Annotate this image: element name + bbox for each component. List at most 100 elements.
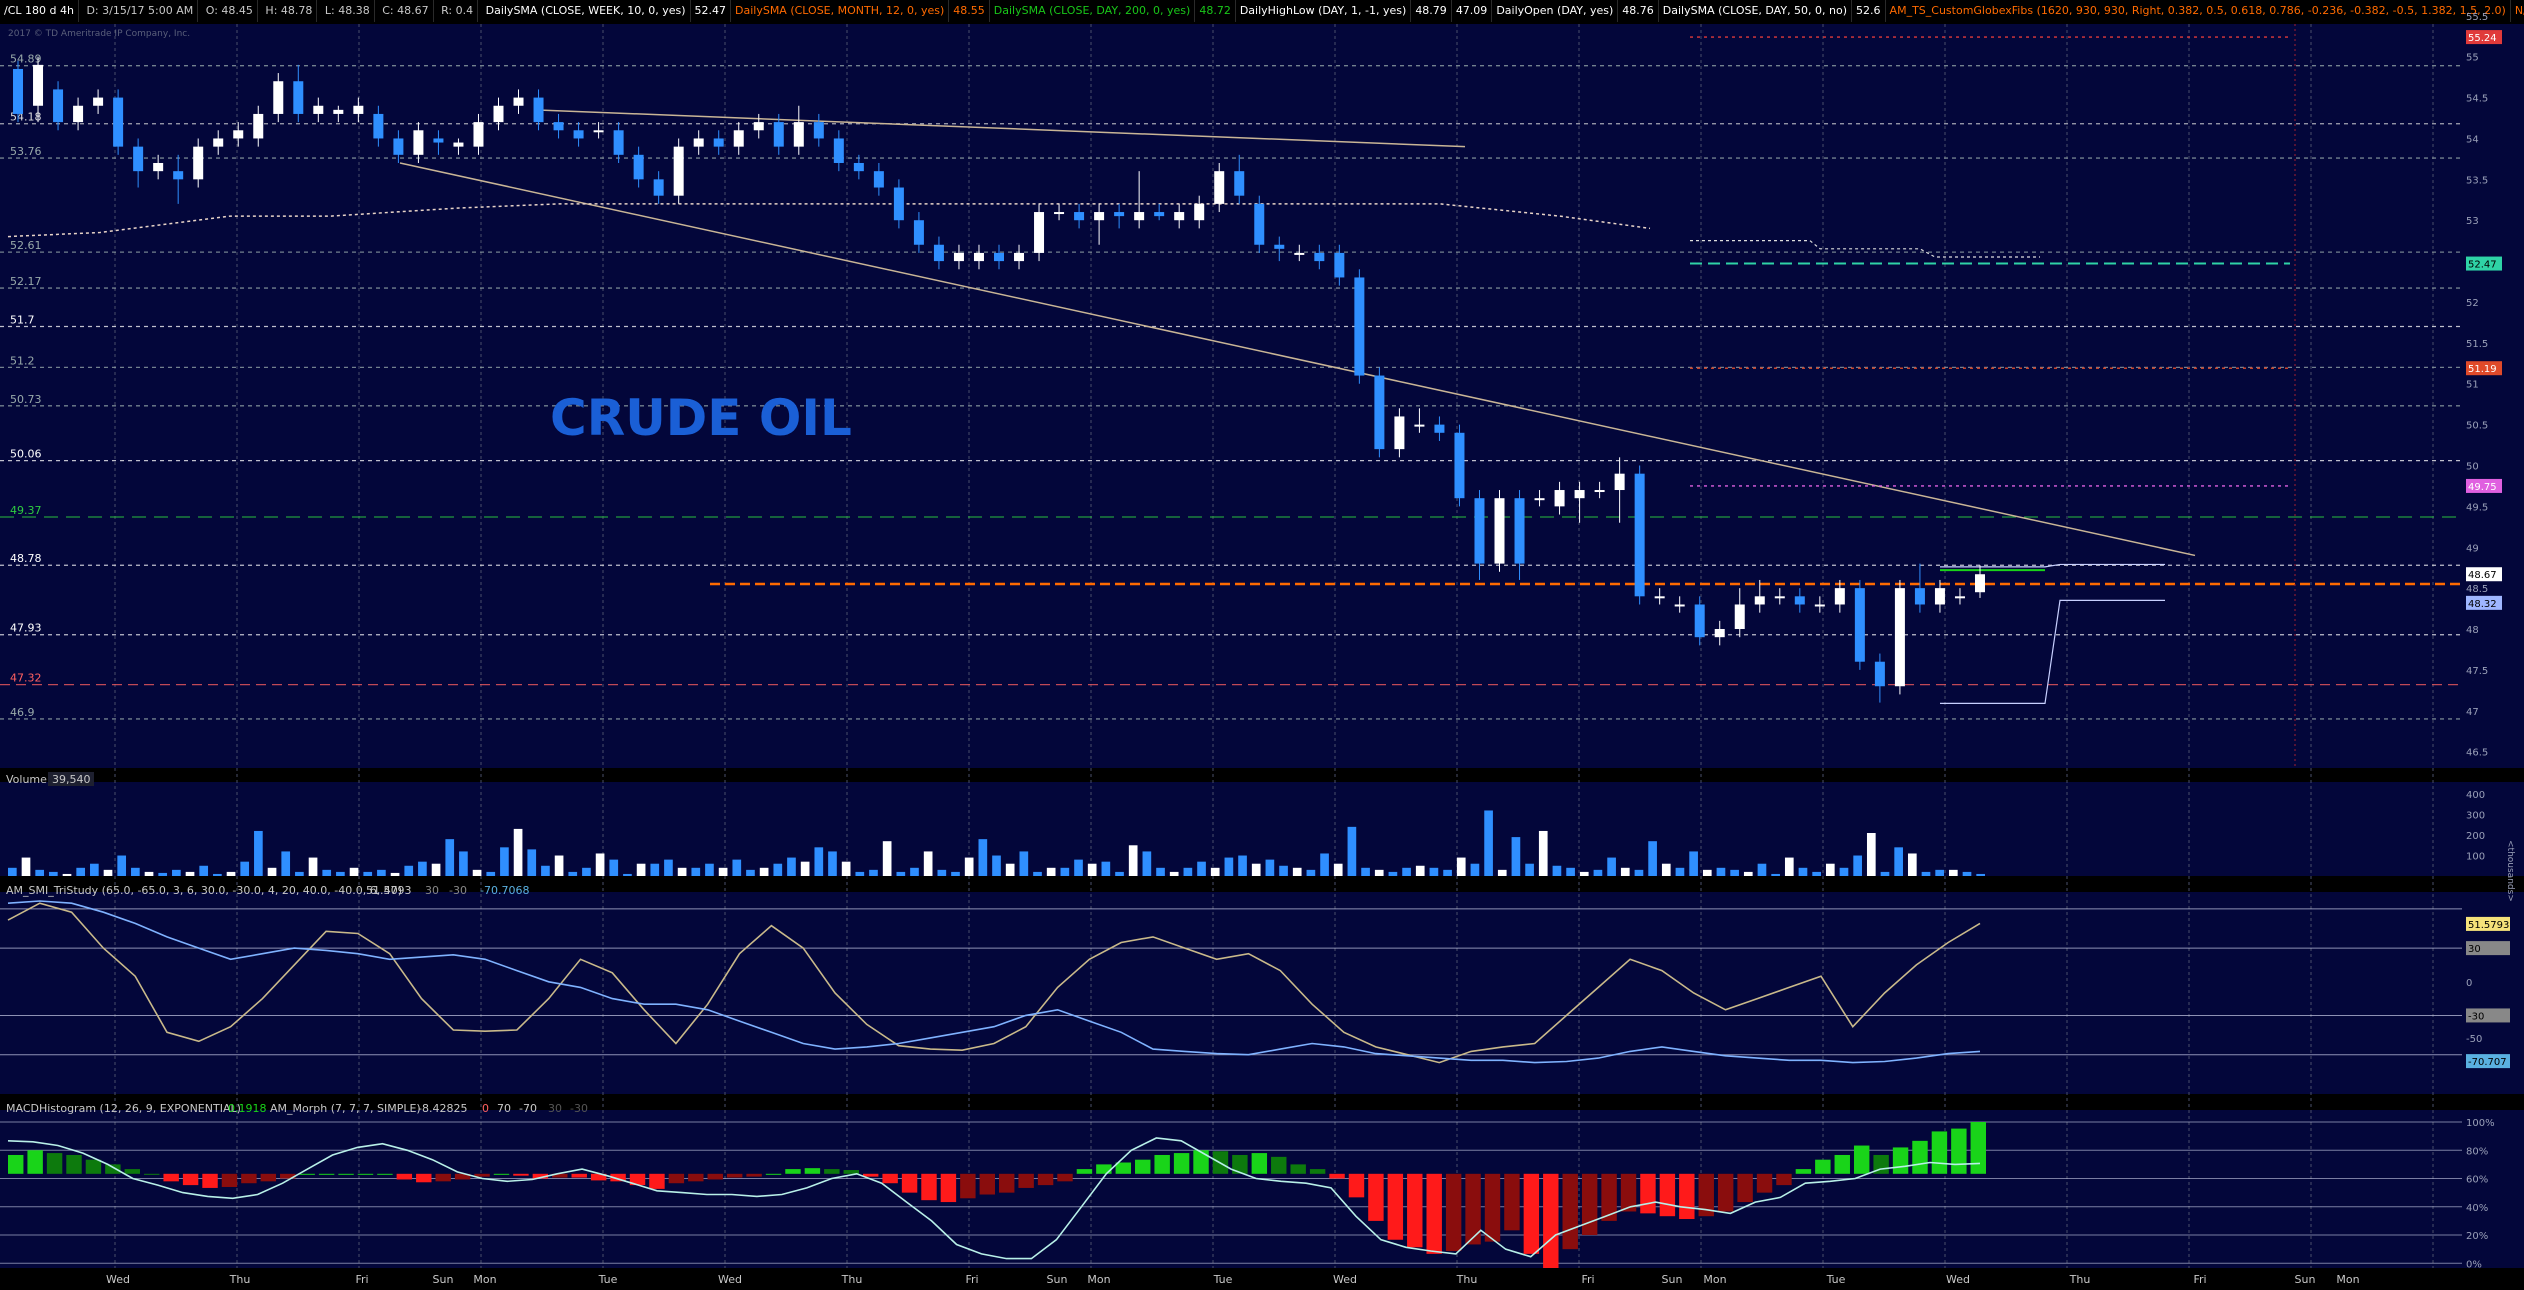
level-label-8: 50.06 xyxy=(10,448,42,461)
macd-bar xyxy=(1290,1164,1306,1174)
morph-value-3: -70 xyxy=(519,1102,537,1115)
macd-bar xyxy=(1271,1156,1287,1174)
volume-bar xyxy=(1866,833,1876,876)
level-label-12: 47.32 xyxy=(10,672,42,685)
volume-bar xyxy=(1757,863,1767,876)
candle-body xyxy=(913,220,924,245)
macd-bar xyxy=(1679,1173,1695,1220)
candle-body xyxy=(173,171,184,180)
volume-bar xyxy=(308,857,318,876)
volume-bar xyxy=(500,847,509,876)
study-3-value2: 47.09 xyxy=(1452,0,1493,22)
time-axis-label: Wed xyxy=(718,1273,742,1286)
volume-bar xyxy=(1415,865,1425,876)
candle-body xyxy=(1574,490,1585,499)
volume-bar xyxy=(459,851,468,876)
macd-bar xyxy=(668,1173,685,1184)
daily-sma-dotted xyxy=(1690,240,2040,258)
macd-bar xyxy=(785,1169,801,1174)
candle-body xyxy=(1434,424,1445,433)
macd-tick-label: 60% xyxy=(2466,1175,2488,1186)
volume-bar xyxy=(1538,830,1548,876)
volume-bar xyxy=(1456,857,1466,876)
volume-bar xyxy=(390,872,400,876)
price-tick-label: 55 xyxy=(2466,53,2479,64)
study-3-label[interactable]: DailyHighLow (DAY, 1, -1, yes) xyxy=(1236,0,1412,22)
candle-body xyxy=(1914,588,1925,605)
macd-bar xyxy=(241,1173,257,1184)
volume-bar xyxy=(1169,871,1179,876)
study-5-label[interactable]: DailySMA (CLOSE, DAY, 50, 0, no) xyxy=(1659,0,1853,22)
macd-bar xyxy=(357,1173,374,1175)
volume-bar xyxy=(1784,857,1794,876)
macd-bar xyxy=(105,1164,121,1174)
volume-bar xyxy=(896,871,906,876)
macd-bar xyxy=(1445,1173,1462,1252)
volume-bar xyxy=(964,857,974,876)
study-6-value: N/A xyxy=(2511,0,2524,22)
symbol-label[interactable]: /CL 180 d 4h xyxy=(0,0,79,22)
candle-body xyxy=(994,252,1004,262)
macd-bar xyxy=(1309,1169,1326,1174)
volume-bar xyxy=(103,869,113,876)
study-1-label[interactable]: DailySMA (CLOSE, MONTH, 12, 0, yes) xyxy=(731,0,950,22)
macd-bar xyxy=(280,1173,296,1179)
candle-body xyxy=(953,252,964,262)
macd-bar xyxy=(1426,1173,1442,1254)
time-axis-label: Wed xyxy=(1946,1273,1970,1286)
volume-bar xyxy=(1894,847,1903,876)
macd-bar xyxy=(1096,1164,1112,1174)
volume-bar xyxy=(1087,863,1097,876)
macd-bar xyxy=(940,1173,957,1203)
volume-bar xyxy=(1566,867,1575,876)
study-2-label[interactable]: DailySMA (CLOSE, DAY, 200, 0, yes) xyxy=(990,0,1196,22)
price-badge-label-4: 48.67 xyxy=(2468,570,2497,581)
volume-bar xyxy=(1484,810,1493,876)
candle-body xyxy=(1514,498,1525,564)
price-tick-label: 47.5 xyxy=(2466,666,2488,677)
volume-bar xyxy=(1320,853,1329,876)
macd-bar xyxy=(513,1173,529,1176)
volume-bar xyxy=(1265,859,1275,876)
candle-body xyxy=(1634,473,1645,597)
candle-body xyxy=(1814,604,1825,607)
study-0-label[interactable]: DailySMA (CLOSE, WEEK, 10, 0, yes) xyxy=(482,0,691,22)
volume-bar xyxy=(1511,837,1521,876)
study-4-label[interactable]: DailyOpen (DAY, yes) xyxy=(1492,0,1619,22)
volume-bar xyxy=(1128,845,1138,876)
candle-body xyxy=(673,146,684,196)
candle-body xyxy=(1734,604,1745,630)
volume-bar xyxy=(1046,867,1056,876)
pane-vol-background xyxy=(0,782,2524,876)
candle-body xyxy=(93,97,104,106)
morph-title: AM_Morph (7, 7, 7, SIMPLE) xyxy=(270,1102,421,1115)
candle-body xyxy=(333,109,344,114)
study-header-bar: /CL 180 d 4h D: 3/15/17 5:00 AM O: 48.45… xyxy=(0,0,2524,22)
macd-bar xyxy=(1581,1173,1598,1236)
candle-body xyxy=(693,138,704,147)
candle-body xyxy=(1674,604,1685,607)
candle-body xyxy=(1594,490,1605,493)
close-label: C: 48.67 xyxy=(378,0,434,22)
candle-body xyxy=(233,130,244,139)
volume-bar xyxy=(623,873,632,876)
volume-bar xyxy=(1443,869,1452,876)
study-6-label[interactable]: AM_TS_CustomGlobexFibs (1620, 930, 930, … xyxy=(1886,0,2511,22)
price-tick-label: 51 xyxy=(2466,380,2479,391)
level-label-4: 52.17 xyxy=(10,275,42,288)
macd-bar xyxy=(1776,1173,1792,1186)
macd-bar xyxy=(590,1173,607,1181)
macd-bar xyxy=(765,1173,782,1175)
candle-body xyxy=(113,97,124,147)
candle-body xyxy=(973,252,984,262)
candle-body xyxy=(573,130,584,139)
candle-body xyxy=(1154,212,1165,217)
volume-bar xyxy=(513,828,523,876)
level-label-5: 51.7 xyxy=(10,314,35,327)
macd-bar xyxy=(454,1173,471,1180)
price-tick-label: 48.5 xyxy=(2466,584,2488,595)
candle-body xyxy=(1654,596,1665,599)
price-tick-label: 53 xyxy=(2466,216,2479,227)
candle-body xyxy=(313,105,324,114)
